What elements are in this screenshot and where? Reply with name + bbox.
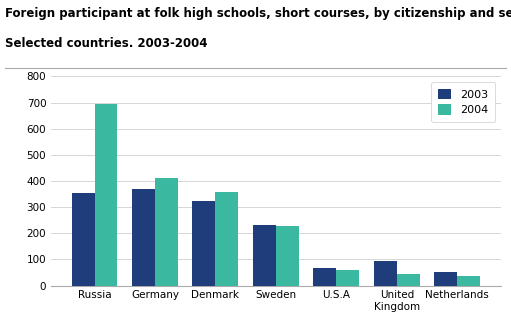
Bar — [313, 268, 336, 286]
Bar — [457, 276, 480, 286]
Bar — [253, 225, 276, 286]
Bar — [193, 201, 216, 286]
Legend: 2003, 2004: 2003, 2004 — [431, 82, 495, 122]
Text: Foreign participant at folk high schools, short courses, by citizenship and sex.: Foreign participant at folk high schools… — [5, 7, 511, 20]
Bar — [132, 189, 155, 286]
Bar — [216, 192, 239, 286]
Text: Selected countries. 2003-2004: Selected countries. 2003-2004 — [5, 37, 207, 49]
Bar — [276, 226, 299, 286]
Bar — [397, 274, 420, 286]
Bar — [434, 273, 457, 286]
Bar — [72, 194, 95, 286]
Bar — [374, 261, 397, 286]
Bar — [95, 104, 118, 286]
Bar — [155, 178, 178, 286]
Bar — [336, 270, 359, 286]
